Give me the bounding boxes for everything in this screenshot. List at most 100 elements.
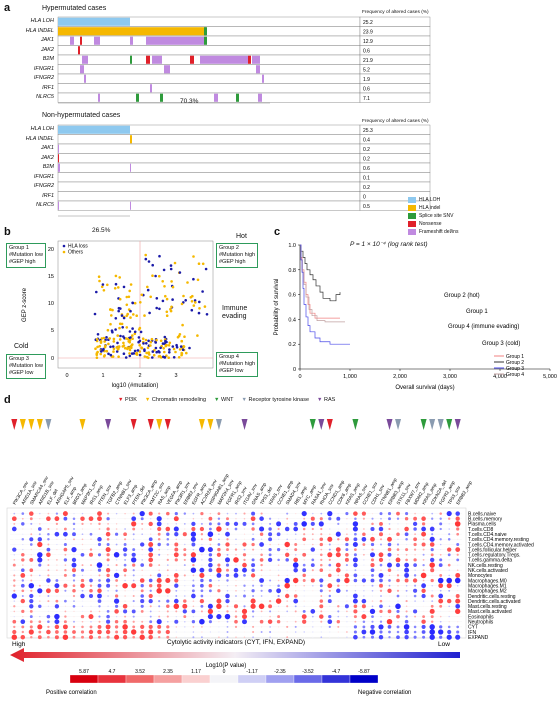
correlation-dot bbox=[192, 574, 195, 577]
correlation-dot bbox=[446, 634, 452, 640]
scale-tick: -3.52 bbox=[302, 669, 314, 675]
correlation-dot bbox=[158, 569, 160, 571]
correlation-dot bbox=[379, 609, 383, 614]
correlation-dot bbox=[54, 604, 60, 609]
correlation-dot bbox=[29, 568, 34, 573]
correlation-dot bbox=[337, 574, 340, 577]
correlation-dot bbox=[71, 547, 77, 553]
correlation-dot bbox=[379, 538, 383, 541]
correlation-dot bbox=[132, 569, 135, 572]
correlation-dot bbox=[319, 542, 323, 547]
correlation-dot bbox=[319, 584, 323, 588]
correlation-dot bbox=[106, 527, 110, 531]
correlation-dot bbox=[286, 523, 288, 525]
correlation-dot bbox=[422, 553, 425, 556]
correlation-dot bbox=[29, 543, 33, 546]
correlation-dot bbox=[252, 636, 254, 639]
point-others bbox=[165, 314, 169, 317]
correlation-dot bbox=[208, 522, 212, 526]
correlation-dot bbox=[39, 579, 41, 582]
correlation-dot bbox=[140, 594, 144, 598]
correlation-dot bbox=[404, 635, 409, 640]
correlation-dot bbox=[190, 557, 197, 563]
correlation-dot bbox=[235, 631, 237, 633]
row-label: T.cells.CD8 bbox=[468, 527, 494, 533]
scale-swatch bbox=[153, 674, 183, 684]
correlation-dot bbox=[30, 533, 33, 536]
correlation-dot bbox=[114, 609, 119, 614]
correlation-dot bbox=[439, 604, 443, 608]
correlation-dot bbox=[320, 512, 323, 515]
correlation-dot bbox=[414, 621, 416, 623]
legend-swatch bbox=[408, 213, 416, 219]
correlation-dot bbox=[158, 595, 160, 597]
correlation-dot bbox=[242, 619, 247, 625]
point-others bbox=[95, 353, 98, 356]
correlation-dot bbox=[414, 605, 416, 607]
point-others bbox=[180, 351, 183, 355]
correlation-dot bbox=[175, 626, 178, 628]
row-label: EXPAND bbox=[468, 635, 489, 641]
correlation-dot bbox=[20, 573, 26, 578]
correlation-dot bbox=[395, 603, 401, 610]
correlation-dot bbox=[89, 589, 93, 593]
correlation-dot bbox=[141, 528, 144, 530]
correlation-dot bbox=[439, 543, 442, 546]
correlation-dot bbox=[46, 547, 51, 552]
correlation-dot bbox=[370, 536, 375, 542]
gene-label: IFNGR2 bbox=[33, 183, 54, 189]
correlation-dot bbox=[90, 605, 92, 607]
correlation-dot bbox=[345, 589, 348, 592]
correlation-dot bbox=[216, 614, 222, 620]
correlation-dot bbox=[268, 604, 273, 609]
correlation-dot bbox=[294, 610, 297, 613]
correlation-dot bbox=[209, 595, 212, 597]
point-others bbox=[158, 274, 161, 278]
correlation-dot bbox=[208, 537, 213, 542]
point-hla-loss bbox=[138, 339, 142, 343]
correlation-dot bbox=[312, 595, 314, 597]
correlation-dot bbox=[310, 516, 315, 521]
correlation-dot bbox=[439, 589, 442, 592]
annot-group4: Group 4 (immune evading) bbox=[448, 324, 519, 330]
point-others bbox=[185, 351, 188, 355]
pathway-marker bbox=[28, 419, 35, 430]
correlation-dot bbox=[192, 579, 195, 582]
correlation-dot bbox=[310, 578, 315, 583]
correlation-dot bbox=[354, 590, 357, 592]
correlation-dot bbox=[439, 620, 442, 623]
point-hla-loss bbox=[128, 330, 132, 333]
pathway-marker bbox=[215, 419, 222, 430]
correlation-dot bbox=[47, 569, 50, 572]
correlation-dot bbox=[132, 635, 135, 639]
nonhyper-title: Non-hypermutated cases bbox=[42, 112, 121, 119]
correlation-dot bbox=[353, 615, 357, 619]
correlation-dot bbox=[114, 619, 119, 624]
correlation-dot bbox=[447, 625, 451, 629]
correlation-dot bbox=[55, 630, 59, 634]
correlation-dot bbox=[132, 548, 136, 552]
correlation-dot bbox=[243, 512, 246, 515]
correlation-dot bbox=[252, 594, 255, 598]
correlation-dot bbox=[140, 563, 144, 567]
correlation-dot bbox=[346, 595, 348, 597]
correlation-dot bbox=[72, 589, 76, 593]
correlation-dot bbox=[21, 553, 25, 557]
pathway-marker bbox=[429, 419, 436, 430]
correlation-dot bbox=[397, 553, 399, 556]
correlation-dot bbox=[276, 547, 281, 552]
correlation-dot bbox=[310, 521, 315, 526]
correlation-dot bbox=[73, 543, 75, 546]
b-ylabel: GEP z-score bbox=[22, 287, 28, 322]
correlation-dot bbox=[174, 619, 179, 624]
correlation-dot bbox=[167, 548, 169, 551]
point-others bbox=[116, 334, 119, 337]
gene-label: HLA LOH bbox=[30, 126, 54, 132]
correlation-dot bbox=[56, 543, 58, 546]
correlation-dot bbox=[21, 568, 25, 572]
point-hla-loss bbox=[151, 356, 154, 359]
gene-label: JAK2 bbox=[40, 46, 54, 53]
correlation-dot bbox=[182, 603, 188, 609]
correlation-dot bbox=[378, 634, 384, 640]
correlation-dot bbox=[158, 512, 161, 515]
